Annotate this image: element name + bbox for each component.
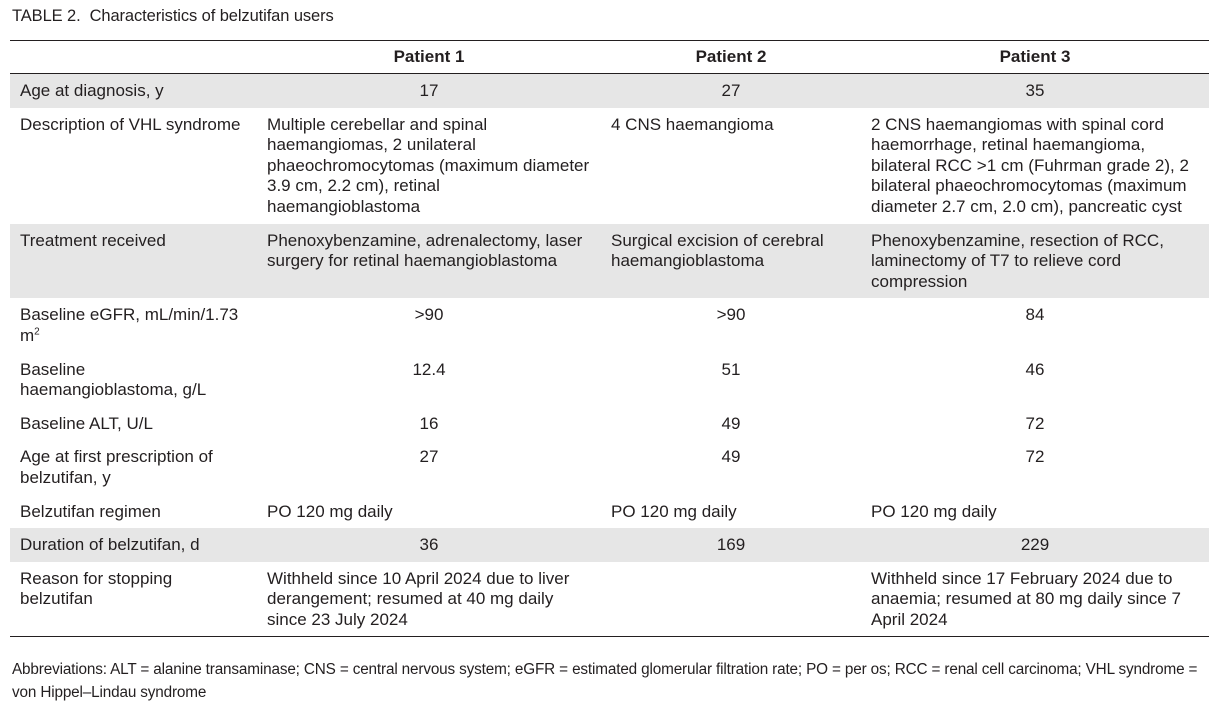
- cell-patient-3: Withheld since 17 February 2024 due to a…: [861, 561, 1209, 638]
- cell-patient-1: Multiple cerebellar and spinal haemangio…: [267, 114, 590, 216]
- row-label-text: Treatment received: [20, 230, 166, 250]
- cell-patient-3: 2 CNS haemangiomas with spinal cord haem…: [871, 114, 1189, 216]
- header-row: Patient 1 Patient 2 Patient 3: [10, 41, 1209, 74]
- cell-patient-1: PO 120 mg daily: [267, 501, 393, 521]
- cell-patient-1: Withheld since 10 April 2024 due to live…: [257, 561, 601, 638]
- header-cell-patient-2: Patient 2: [601, 41, 861, 74]
- row-label: Reason for stopping belzutifan: [10, 561, 257, 638]
- row-label: Age at first prescription of belzutifan,…: [10, 440, 257, 494]
- cell-patient-2: 49: [721, 447, 741, 467]
- cell-patient-3: Phenoxybenzamine, resection of RCC, lami…: [861, 223, 1209, 299]
- cell-patient-2: Surgical excision of cerebral haemangiob…: [601, 223, 861, 299]
- cell-patient-1: 36: [257, 528, 601, 562]
- cell-patient-2: [601, 561, 861, 638]
- table-row: Belzutifan regimen PO 120 mg daily PO 120 …: [10, 495, 1209, 529]
- cell-patient-3: PO 120 mg daily: [871, 501, 997, 521]
- table-row: Baseline eGFR, mL/min/1.73 m2 >90 >90 84: [10, 298, 1209, 352]
- table-row: Baseline haemangioblastoma, g/L 12.4 51 46: [10, 353, 1209, 407]
- cell-patient-1: 16: [419, 413, 439, 433]
- row-label-text: Belzutifan regimen: [20, 501, 161, 521]
- row-label-text: Description of VHL syndrome: [20, 114, 241, 134]
- row-label-text: Duration of belzutifan, d: [20, 535, 200, 555]
- cell-patient-1: 12.4: [412, 359, 446, 379]
- cell-patient-1: 27: [419, 447, 439, 467]
- cell-patient-2: >90: [716, 305, 746, 325]
- row-label: Belzutifan regimen: [10, 495, 257, 529]
- cell-patient-3: 35: [861, 73, 1209, 108]
- cell-patient-1: >90: [414, 305, 444, 325]
- row-label: Treatment received: [10, 223, 257, 299]
- cell-patient-2: 4 CNS haemangioma: [611, 114, 774, 134]
- header-cell-patient-3: Patient 3: [861, 41, 1209, 74]
- cell-patient-3: 72: [1025, 447, 1045, 467]
- table-row: Age at diagnosis, y 17 27 35: [10, 73, 1209, 108]
- cell-patient-1: 17: [257, 73, 601, 108]
- table-row: Duration of belzutifan, d 36 169 229: [10, 528, 1209, 562]
- cell-patient-1: Phenoxybenzamine, adrenalectomy, laser s…: [257, 223, 601, 299]
- table-row: Baseline ALT, U/L 16 49 72: [10, 407, 1209, 441]
- row-label: Duration of belzutifan, d: [10, 528, 257, 562]
- cell-patient-2: PO 120 mg daily: [611, 501, 737, 521]
- cell-patient-2: 51: [721, 359, 741, 379]
- table-row: Reason for stopping belzutifan Withheld s…: [10, 561, 1209, 638]
- table-row: Description of VHL syndrome Multiple cere…: [10, 108, 1209, 224]
- table-row: Age at first prescription of belzutifan,…: [10, 440, 1209, 494]
- table-title: Characteristics of belzutifan users: [89, 7, 334, 25]
- header-cell-patient-1: Patient 1: [257, 41, 601, 74]
- characteristics-table: Patient 1 Patient 2 Patient 3 Age at dia…: [10, 41, 1209, 638]
- footnote: Abbreviations: ALT = alanine transaminas…: [12, 661, 1198, 701]
- row-label: Baseline ALT, U/L: [10, 407, 257, 441]
- table-caption: TABLE 2. Characteristics of belzutifan u…: [12, 7, 334, 26]
- row-label-superscript: 2: [34, 326, 40, 338]
- row-label: Baseline eGFR, mL/min/1.73 m2: [10, 298, 257, 352]
- row-label-text: Reason for stopping belzutifan: [20, 568, 173, 609]
- row-label: Baseline haemangioblastoma, g/L: [10, 353, 257, 407]
- row-label-text: Baseline haemangioblastoma, g/L: [20, 359, 207, 400]
- cell-patient-2: 169: [601, 528, 861, 562]
- header-cell-blank: [10, 41, 257, 74]
- row-label: Age at diagnosis, y: [10, 73, 257, 108]
- row-label-text: Baseline ALT, U/L: [20, 413, 153, 433]
- row-label-text: Baseline eGFR, mL/min/1.73 m: [20, 305, 239, 345]
- table-body: Age at diagnosis, y 17 27 35 Description of …: [10, 73, 1209, 638]
- cell-patient-2: 49: [721, 413, 741, 433]
- table-label: TABLE 2.: [12, 7, 81, 25]
- row-label-text: Age at diagnosis, y: [20, 81, 164, 100]
- top-rule: [10, 40, 1209, 41]
- table-row: Treatment received Phenoxybenzamine, adre…: [10, 223, 1209, 299]
- row-label: Description of VHL syndrome: [10, 108, 257, 224]
- cell-patient-3: 46: [1025, 359, 1045, 379]
- cell-patient-3: 72: [1025, 413, 1045, 433]
- cell-patient-2: 27: [601, 73, 861, 108]
- cell-patient-3: 229: [861, 528, 1209, 562]
- row-label-text: Age at first prescription of belzutifan,…: [20, 447, 213, 487]
- cell-patient-3: 84: [1025, 305, 1045, 325]
